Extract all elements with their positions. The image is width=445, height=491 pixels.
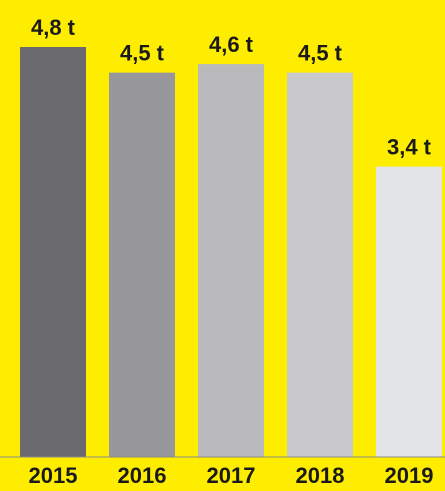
- bar-2016: [109, 72, 175, 457]
- value-label-2019: 3,4 t: [387, 135, 432, 160]
- value-label-2018: 4,5 t: [298, 41, 343, 66]
- value-label-2017: 4,6 t: [209, 32, 254, 57]
- bar-2018: [287, 72, 353, 457]
- bar-2017: [198, 64, 264, 457]
- category-label-2018: 2018: [296, 463, 345, 488]
- category-label-2019: 2019: [385, 463, 434, 488]
- value-label-2016: 4,5 t: [120, 41, 165, 66]
- bar-2019: [376, 166, 442, 458]
- category-label-2016: 2016: [118, 463, 167, 488]
- category-label-2015: 2015: [29, 463, 78, 488]
- bar-2015: [20, 47, 86, 457]
- category-label-2017: 2017: [207, 463, 256, 488]
- value-label-2015: 4,8 t: [31, 15, 76, 40]
